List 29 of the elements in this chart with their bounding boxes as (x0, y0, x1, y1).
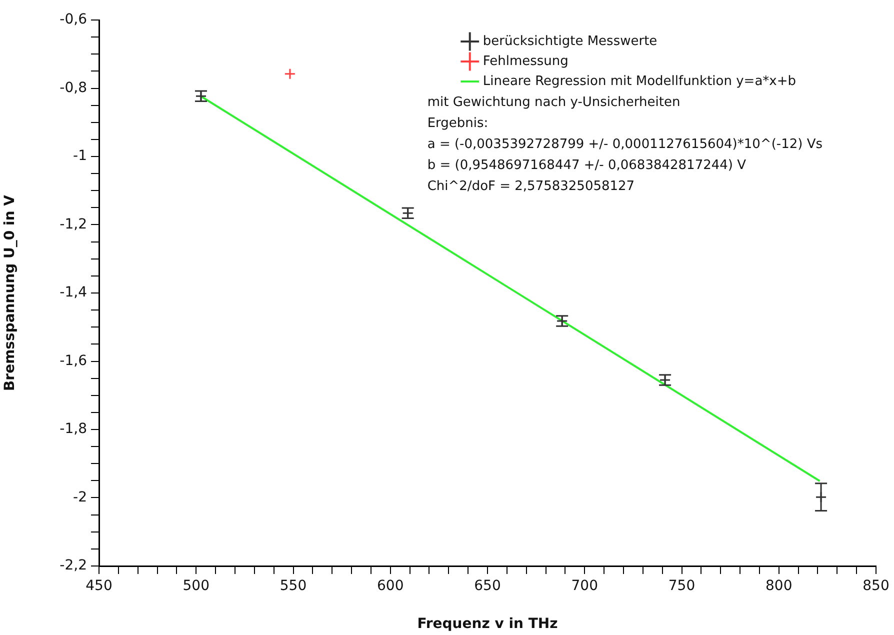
x-tick-label: 550 (280, 578, 307, 594)
x-tick-label: 650 (474, 578, 501, 594)
y-axis-title: Bremsspannung U_0 in V (2, 194, 18, 392)
annotation: b = (0,9548697168447 +/- 0,0683842817244) V (427, 157, 748, 175)
y-tick-label: -1,8 (60, 421, 87, 438)
point (284, 68, 296, 80)
y-tick-label: -1 (73, 148, 87, 164)
legend-label: Lineare Regression mit Modellfunktion y=a*x+b (482, 74, 796, 89)
x-tick-label: 750 (668, 578, 696, 594)
legend-label: Fehlmessung (482, 54, 568, 69)
y-tick-label: -1,6 (60, 352, 88, 369)
y-tick-label: -1,4 (60, 284, 88, 301)
y-tick-label: -2 (73, 489, 87, 506)
y-tick-label: -2,2 (60, 558, 87, 574)
x-tick-label: 600 (377, 578, 404, 594)
x-tick-label: 700 (571, 578, 598, 594)
x-tick-label: 450 (86, 578, 112, 594)
y-tick-label: -0,6 (60, 12, 88, 28)
y-tick-label: -1,2 (60, 216, 87, 232)
y-tick-label: -0,8 (60, 80, 87, 96)
annotation: Chi^2/doF = 2,5758325058127 (427, 178, 636, 196)
x-tick-label: 500 (182, 578, 210, 594)
annotation: a = (-0,0035392728799 +/- 0,0001127615604)*10^(-12) Vs (427, 136, 822, 154)
x-tick-label: 850 (862, 578, 890, 594)
annotation: mit Gewichtung nach y-Unsicherheiten (427, 94, 682, 112)
legend-label: berücksichtigte Messwerte (482, 34, 658, 49)
x-tick-label: 800 (766, 578, 792, 594)
x-axis-title: Frequenz v in THz (417, 616, 558, 632)
annotation: Ergebnis: (427, 115, 490, 133)
